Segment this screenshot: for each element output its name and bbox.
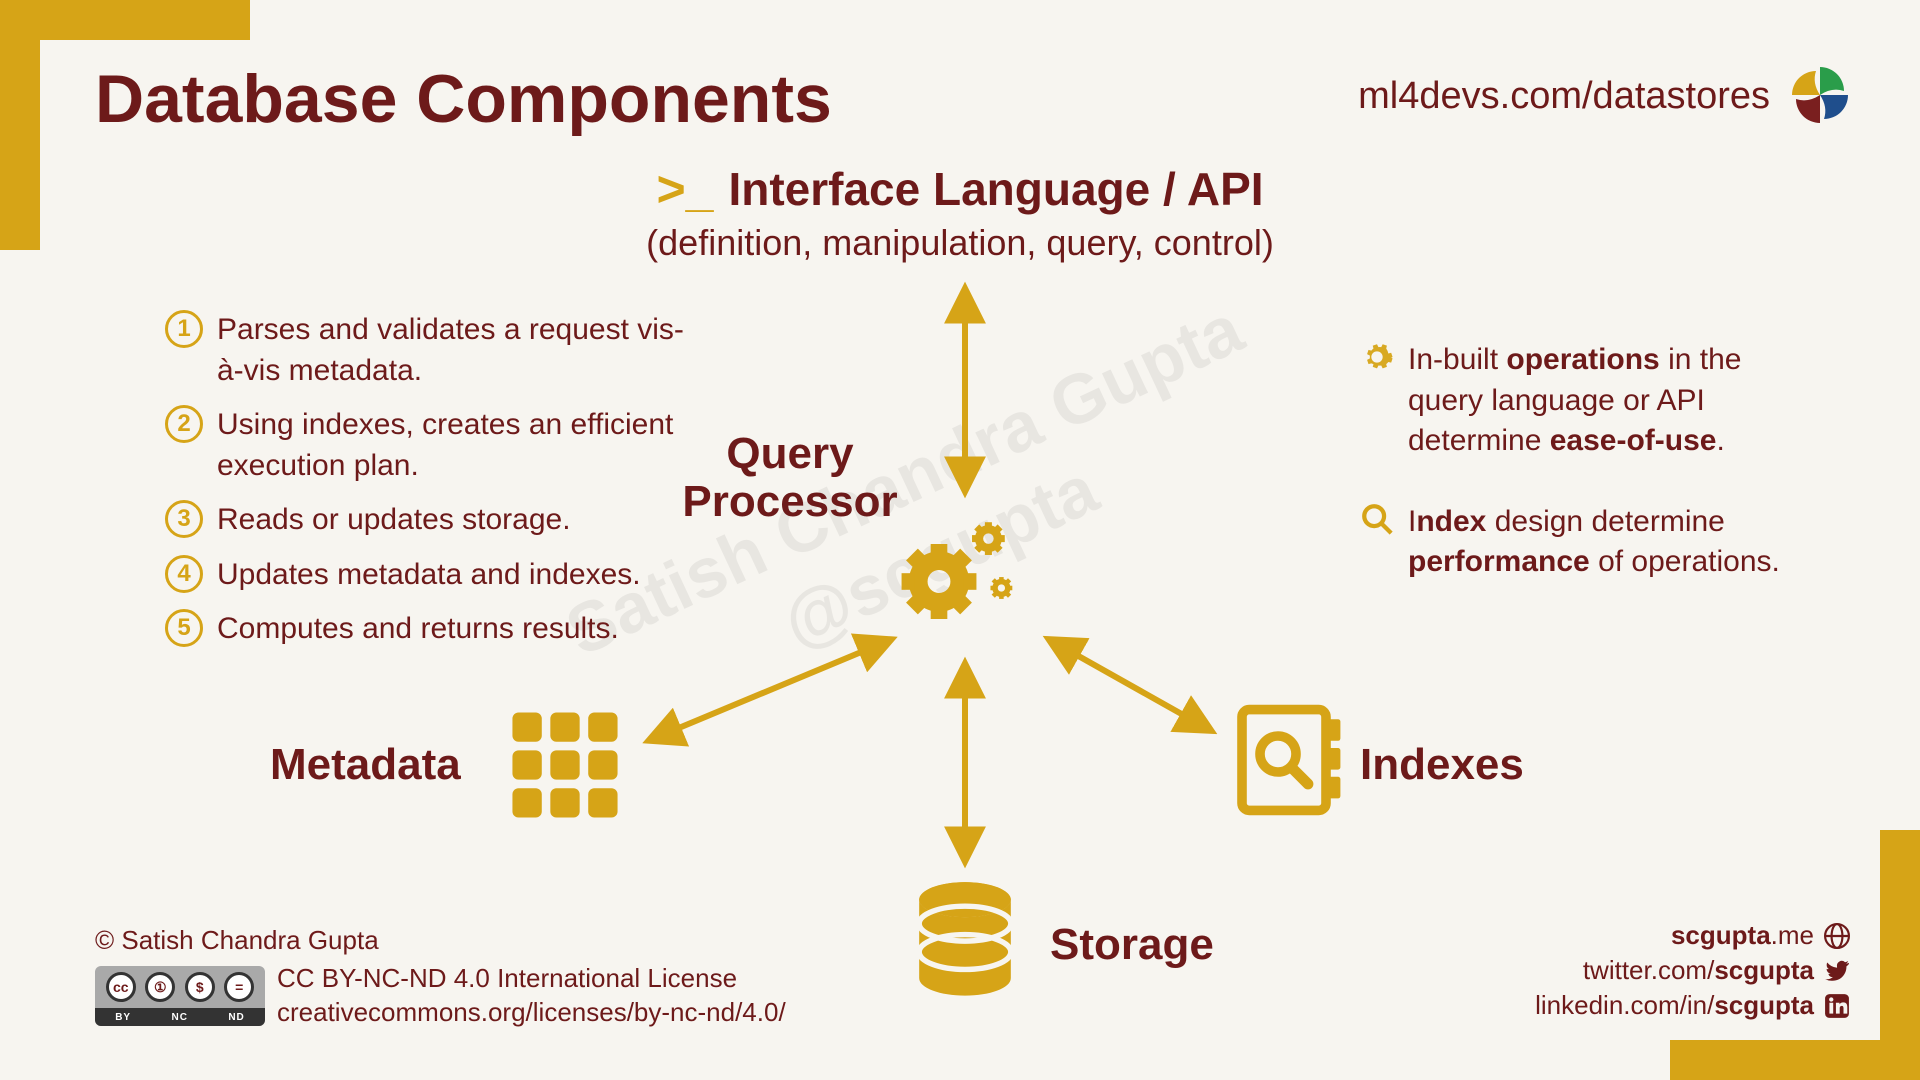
step-number: 5: [165, 609, 203, 647]
interface-heading: >_ Interface Language / API (definition,…: [646, 160, 1274, 264]
corner-top-left: [0, 0, 40, 250]
author-twitter: twitter.com/scgupta: [1535, 955, 1850, 986]
indexes-book-icon: [1230, 700, 1350, 820]
metadata-label: Metadata: [270, 740, 461, 790]
cc-badge-icon: cc①$= BYNCND: [95, 966, 265, 1026]
interface-title: Interface Language / API: [728, 162, 1263, 216]
page-title: Database Components: [95, 60, 832, 138]
cc-license-text: CC BY-NC-ND 4.0 International License cr…: [277, 962, 786, 1030]
prompt-icon: >_: [656, 160, 713, 218]
query-processor-label: QueryProcessor: [660, 430, 920, 527]
author-linkedin: linkedin.com/in/scgupta: [1535, 990, 1850, 1021]
interface-subtitle: (definition, manipulation, query, contro…: [646, 222, 1274, 264]
diagram-canvas: QueryProcessor Metadata Storage Indexes: [240, 270, 1520, 1030]
ml4devs-logo-icon: [1780, 55, 1860, 135]
twitter-icon: [1824, 958, 1850, 984]
linkedin-icon: [1824, 993, 1850, 1019]
step-number: 1: [165, 310, 203, 348]
corner-bottom-right: [1880, 830, 1920, 1080]
footer-right: scgupta.me twitter.com/scgupta linkedin.…: [1535, 920, 1850, 1025]
gears-icon: [900, 510, 1030, 640]
metadata-grid-icon: [510, 710, 620, 820]
copyright: © Satish Chandra Gupta: [95, 925, 786, 956]
storage-label: Storage: [1050, 920, 1214, 970]
footer-left: © Satish Chandra Gupta cc①$= BYNCND CC B…: [95, 925, 786, 1030]
diagram-arrows: [240, 270, 1520, 1030]
step-number: 4: [165, 555, 203, 593]
source-url: ml4devs.com/datastores: [1358, 75, 1770, 118]
step-number: 3: [165, 500, 203, 538]
indexes-label: Indexes: [1360, 740, 1524, 790]
author-site: scgupta.me: [1535, 920, 1850, 951]
globe-icon: [1824, 923, 1850, 949]
storage-cylinder-icon: [910, 880, 1020, 1000]
step-number: 2: [165, 405, 203, 443]
